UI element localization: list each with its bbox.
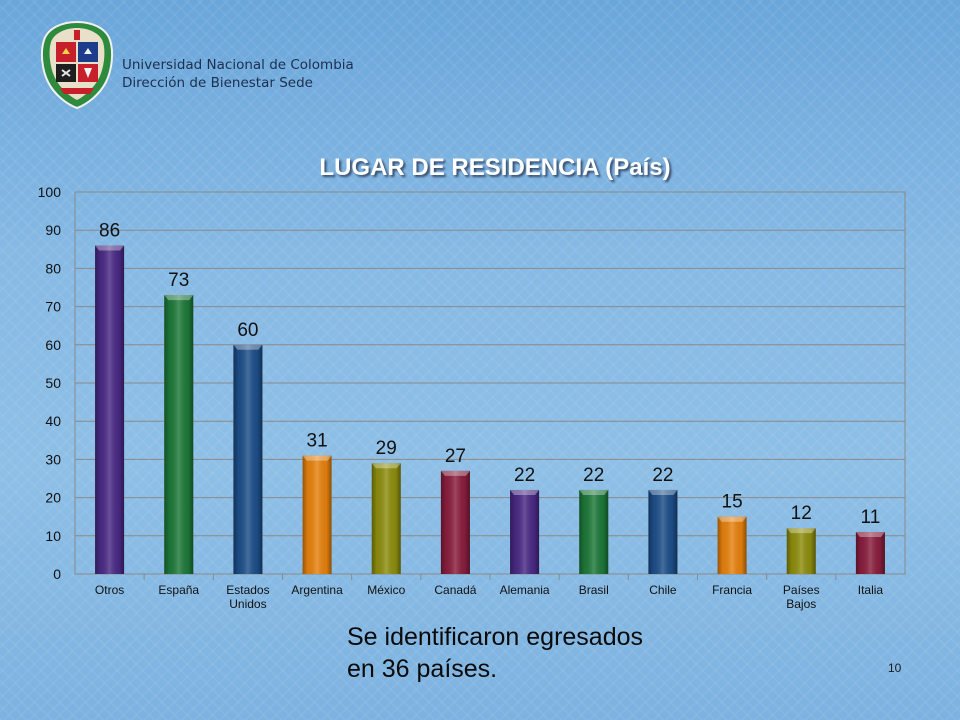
data-label: 73 bbox=[168, 270, 189, 291]
bar-top bbox=[510, 489, 540, 495]
y-tick-label: 60 bbox=[45, 337, 61, 353]
bars bbox=[95, 245, 885, 574]
chart-title: LUGAR DE RESIDENCIA (País) bbox=[319, 154, 671, 181]
data-label: 15 bbox=[722, 492, 743, 513]
y-tick-label: 0 bbox=[53, 566, 61, 582]
x-tick-label: Estados bbox=[226, 583, 269, 597]
x-tick-label: Francia bbox=[712, 583, 752, 597]
page-number: 10 bbox=[888, 661, 902, 675]
bar-shading bbox=[855, 531, 885, 574]
data-label: 27 bbox=[445, 446, 466, 467]
bar-top bbox=[579, 489, 609, 495]
y-tick-label: 80 bbox=[45, 260, 61, 276]
data-label: 11 bbox=[861, 507, 881, 528]
data-label: 60 bbox=[237, 320, 258, 341]
bar-top bbox=[164, 295, 194, 301]
data-label: 86 bbox=[99, 220, 120, 241]
data-label: 31 bbox=[307, 431, 328, 452]
bar-shading bbox=[510, 489, 540, 574]
bar-top bbox=[648, 489, 678, 495]
y-tick-label: 90 bbox=[45, 222, 61, 238]
data-label: 12 bbox=[791, 503, 812, 524]
data-label: 22 bbox=[583, 465, 604, 486]
data-label: 22 bbox=[652, 465, 673, 486]
y-tick-label: 10 bbox=[45, 528, 61, 544]
bar-shading bbox=[302, 455, 332, 574]
bar-top bbox=[302, 455, 332, 461]
x-tick-label: España bbox=[158, 583, 199, 597]
data-label: 22 bbox=[514, 465, 535, 486]
gridlines bbox=[75, 191, 905, 575]
note-line-2: en 36 países. bbox=[347, 655, 498, 683]
institution-name: Universidad Nacional de Colombia bbox=[122, 57, 354, 73]
bar-shading bbox=[440, 470, 470, 574]
bar-shading bbox=[164, 295, 194, 574]
bar-top bbox=[855, 531, 885, 537]
institution-header: Universidad Nacional de Colombia Direcci… bbox=[122, 56, 354, 92]
bar-shading bbox=[233, 344, 263, 574]
institution-department: Dirección de Bienestar Sede bbox=[122, 75, 313, 91]
data-labels: 86 73 60 31 29 27 22 22 22 15 12 11 bbox=[99, 220, 880, 527]
x-tick-label: Bajos bbox=[786, 597, 816, 611]
y-tick-label: 20 bbox=[45, 490, 61, 506]
x-tick-label: Canadá bbox=[434, 583, 476, 597]
bar-shading bbox=[717, 516, 747, 574]
bar-shading bbox=[371, 463, 401, 574]
x-tick-label: México bbox=[367, 583, 405, 597]
x-tick-label: Argentina bbox=[291, 583, 343, 597]
bar-shading bbox=[95, 245, 125, 574]
y-tick-label: 40 bbox=[45, 413, 61, 429]
bar-top bbox=[233, 344, 263, 350]
bar-shading bbox=[579, 489, 609, 574]
bar-shading bbox=[648, 489, 678, 574]
bar-top bbox=[717, 516, 747, 522]
y-axis: 0 10 20 30 40 50 60 70 80 90 100 bbox=[38, 184, 62, 582]
university-logo bbox=[40, 20, 114, 110]
y-tick-label: 100 bbox=[38, 184, 62, 200]
note-line-1: Se identificaron egresados bbox=[347, 623, 644, 651]
x-tick-label: Países bbox=[783, 583, 820, 597]
bar-top bbox=[371, 463, 401, 469]
x-tick-label: Chile bbox=[649, 583, 677, 597]
y-tick-label: 70 bbox=[45, 299, 61, 315]
bar-chart: 0 10 20 30 40 50 60 70 80 90 100 Otros España Estado… bbox=[38, 184, 906, 611]
x-tick-label: Otros bbox=[95, 583, 124, 597]
bar-top bbox=[440, 470, 470, 476]
bar-top bbox=[786, 528, 816, 534]
x-tick-label: Unidos bbox=[229, 597, 266, 611]
y-tick-label: 50 bbox=[45, 375, 61, 391]
x-tick-label: Alemania bbox=[500, 583, 550, 597]
bar-top bbox=[95, 245, 125, 251]
note-text: Se identificaron egresados en 36 países. bbox=[347, 621, 643, 685]
x-tick-label: Italia bbox=[858, 583, 884, 597]
bar-shading bbox=[786, 528, 816, 574]
x-tick-label: Brasil bbox=[579, 583, 609, 597]
y-tick-label: 30 bbox=[45, 451, 61, 467]
data-label: 29 bbox=[376, 438, 397, 459]
